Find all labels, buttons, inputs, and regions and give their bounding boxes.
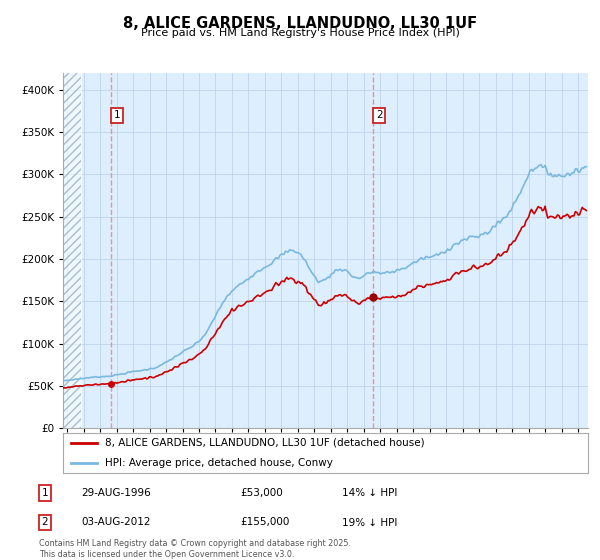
Bar xyxy=(63,73,81,428)
Text: 19% ↓ HPI: 19% ↓ HPI xyxy=(342,517,397,528)
Text: £155,000: £155,000 xyxy=(240,517,289,528)
Text: Price paid vs. HM Land Registry's House Price Index (HPI): Price paid vs. HM Land Registry's House … xyxy=(140,28,460,38)
Text: £53,000: £53,000 xyxy=(240,488,283,498)
Text: Contains HM Land Registry data © Crown copyright and database right 2025.
This d: Contains HM Land Registry data © Crown c… xyxy=(39,539,351,559)
Text: 03-AUG-2012: 03-AUG-2012 xyxy=(81,517,151,528)
Text: 1: 1 xyxy=(113,110,120,120)
Text: 2: 2 xyxy=(376,110,382,120)
Text: 2: 2 xyxy=(41,517,49,528)
Text: 14% ↓ HPI: 14% ↓ HPI xyxy=(342,488,397,498)
Text: 29-AUG-1996: 29-AUG-1996 xyxy=(81,488,151,498)
Text: 1: 1 xyxy=(41,488,49,498)
Text: HPI: Average price, detached house, Conwy: HPI: Average price, detached house, Conw… xyxy=(105,458,333,468)
Bar xyxy=(63,73,81,428)
Text: 8, ALICE GARDENS, LLANDUDNO, LL30 1UF: 8, ALICE GARDENS, LLANDUDNO, LL30 1UF xyxy=(123,16,477,31)
Text: 8, ALICE GARDENS, LLANDUDNO, LL30 1UF (detached house): 8, ALICE GARDENS, LLANDUDNO, LL30 1UF (d… xyxy=(105,438,425,448)
